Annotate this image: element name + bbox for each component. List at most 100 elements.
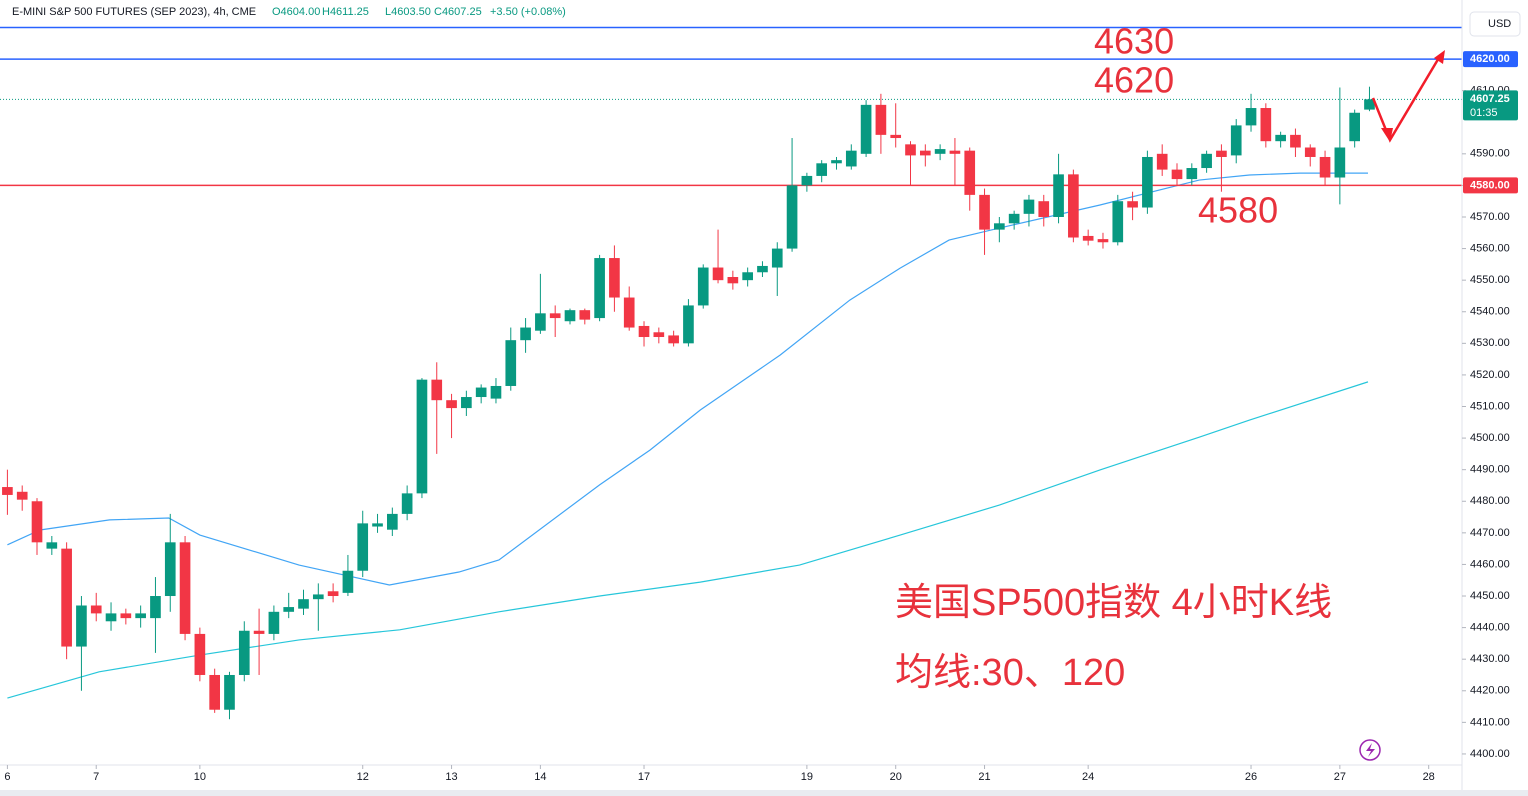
plot (0, 26, 1462, 720)
y-tick-label: 4480.00 (1470, 495, 1510, 507)
candle-body (209, 674, 221, 710)
candle-body (76, 605, 87, 647)
y-tick-label: 4440.00 (1470, 622, 1510, 634)
candle-body (1171, 169, 1183, 180)
candle-body (964, 150, 976, 195)
candle-body (520, 327, 531, 341)
y-tick-label: 4470.00 (1470, 527, 1510, 539)
candle-body (831, 160, 842, 164)
candle-body (194, 633, 206, 675)
candle-body (1304, 147, 1316, 157)
candle-body (623, 297, 635, 328)
candle-body (1127, 201, 1138, 208)
annotation: 4580 (1198, 190, 1278, 231)
y-tick-label: 4530.00 (1470, 337, 1510, 349)
last-price-label: 4607.25 (1470, 93, 1510, 105)
y-tick-label: 4570.00 (1470, 211, 1510, 223)
x-tick-label: 7 (93, 771, 99, 783)
x-tick-label: 12 (357, 771, 369, 783)
arrow-head (1434, 50, 1445, 64)
arrow-head (1381, 128, 1393, 142)
candle-body (120, 613, 132, 619)
candle-body (90, 605, 102, 614)
candle-body (1112, 201, 1124, 243)
y-tick-label: 4520.00 (1470, 369, 1510, 381)
y-tick-label: 4400.00 (1470, 748, 1510, 760)
annotation: 4620 (1094, 60, 1174, 101)
candle-body (949, 150, 961, 154)
candle-body (757, 265, 768, 273)
x-tick-label: 13 (445, 771, 457, 783)
candle-body (105, 613, 117, 622)
candle-body (1142, 156, 1153, 208)
candle-body (46, 542, 58, 549)
candle-body (387, 513, 398, 530)
y-tick-label: 4450.00 (1470, 590, 1510, 602)
candle-body (727, 277, 739, 284)
x-tick-label: 21 (978, 771, 990, 783)
y-tick-label: 4560.00 (1470, 242, 1510, 254)
candle-body (979, 194, 990, 230)
candle-body (253, 630, 265, 634)
candle-body (1290, 134, 1301, 148)
price-label-box (1463, 177, 1518, 194)
x-tick-label: 17 (638, 771, 650, 783)
candle-body (860, 104, 872, 154)
annotation: 4630 (1094, 21, 1174, 62)
candle-body (845, 150, 857, 167)
candle-body (1156, 153, 1168, 170)
candle-body (535, 313, 546, 331)
y-tick-label: 4500.00 (1470, 432, 1510, 444)
candle-body (327, 591, 339, 597)
price-label: 4620.00 (1470, 53, 1510, 65)
candle-body (683, 305, 694, 344)
ohlc-label: L4603.50 (385, 6, 431, 18)
y-tick-label: 4410.00 (1470, 716, 1510, 728)
currency: USD (1488, 18, 1511, 30)
candle-body (890, 134, 902, 139)
bottom-bar (0, 790, 1528, 796)
candle-body (342, 570, 354, 593)
candle-body (61, 548, 72, 647)
ohlc-label: H4611.25 (322, 6, 369, 18)
candle-body (150, 596, 161, 619)
candle-body (875, 104, 887, 135)
candle-body (475, 387, 487, 398)
candle-body (401, 493, 413, 514)
candle-body (609, 258, 620, 298)
candle-body (1275, 134, 1286, 142)
candle-body (416, 379, 428, 494)
candle-body (638, 325, 650, 338)
ohlc-label: +3.50 (+0.08%) (490, 6, 566, 18)
y-tick-label: 4590.00 (1470, 148, 1510, 160)
candle-body (1038, 201, 1050, 217)
x-tick-label: 27 (1334, 771, 1346, 783)
candle-body (505, 340, 517, 386)
candle-body (786, 185, 798, 249)
ohlc-label: O4604.00 (272, 6, 320, 18)
candle-body (1349, 112, 1360, 142)
candle-body (905, 144, 916, 156)
x-tick-label: 24 (1082, 771, 1094, 783)
candle-body (697, 267, 709, 306)
candle-body (771, 248, 783, 268)
x-tick-label: 6 (4, 771, 10, 783)
alert-icon[interactable] (1359, 739, 1381, 761)
candle-body (816, 163, 828, 176)
candle-body (1245, 108, 1257, 126)
x-tick-label: 26 (1245, 771, 1257, 783)
candle-body (579, 310, 591, 320)
x-tick-label: 10 (194, 771, 206, 783)
candle-body (1260, 108, 1272, 142)
candle-body (268, 611, 280, 634)
candle-body (298, 599, 309, 609)
candle-body (653, 332, 665, 338)
currency-box[interactable] (1469, 11, 1521, 37)
countdown: 01:35 (1470, 107, 1498, 119)
candle-body (1097, 239, 1109, 243)
candle-body (549, 313, 561, 319)
last-price-box (1463, 90, 1518, 121)
candle-body (238, 630, 250, 675)
candle-body (312, 594, 324, 600)
